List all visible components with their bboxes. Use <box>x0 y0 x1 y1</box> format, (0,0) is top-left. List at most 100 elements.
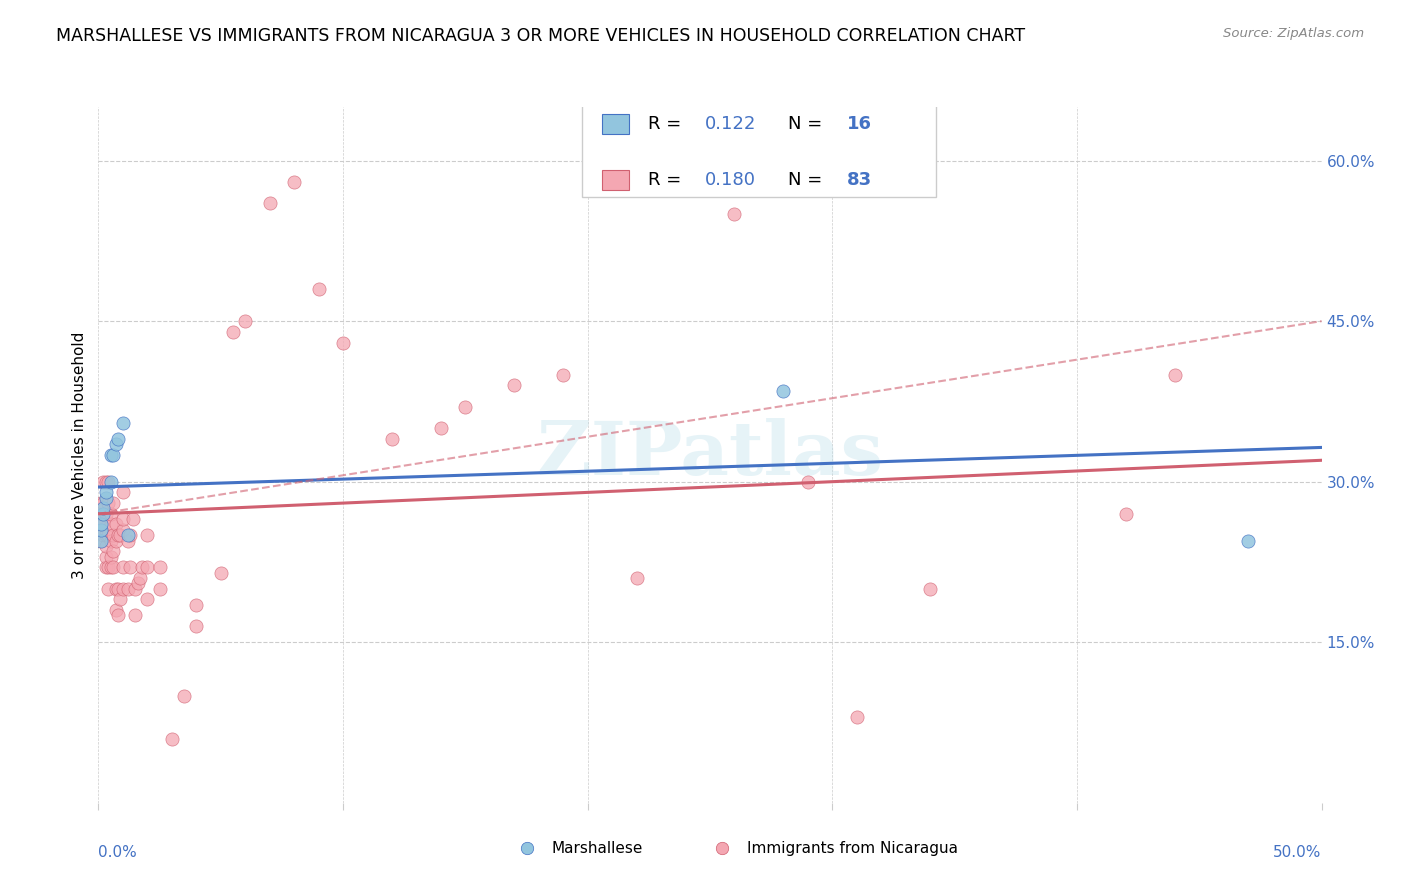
Point <box>1115 507 1137 521</box>
Point <box>94 475 117 489</box>
Point <box>90 517 112 532</box>
Point <box>124 608 146 623</box>
Point <box>149 560 172 574</box>
Text: 50.0%: 50.0% <box>1274 845 1322 860</box>
Point <box>107 528 129 542</box>
Point <box>91 517 114 532</box>
Text: R =: R = <box>648 170 686 189</box>
Point <box>454 400 477 414</box>
Point <box>97 582 120 596</box>
Point <box>90 517 112 532</box>
Point <box>117 582 139 596</box>
Point <box>845 710 868 724</box>
Point <box>94 491 117 505</box>
FancyBboxPatch shape <box>582 100 936 197</box>
Point <box>111 523 134 537</box>
Point <box>186 619 208 633</box>
Point <box>91 496 114 510</box>
Point <box>94 560 117 574</box>
Text: ZIPatlas: ZIPatlas <box>537 418 883 491</box>
Point <box>117 533 139 548</box>
Point <box>222 325 245 339</box>
Point <box>91 475 114 489</box>
Point <box>104 533 127 548</box>
Point <box>797 475 820 489</box>
Point <box>94 549 117 564</box>
Point <box>100 560 122 574</box>
Point <box>111 582 134 596</box>
Point <box>1334 865 1357 880</box>
Point <box>94 507 117 521</box>
Point <box>101 448 124 462</box>
Point <box>90 517 112 532</box>
Point <box>259 196 281 211</box>
Point <box>90 496 112 510</box>
Point <box>104 582 127 596</box>
Point <box>723 207 745 221</box>
Point <box>283 175 305 189</box>
FancyBboxPatch shape <box>602 169 630 190</box>
Point <box>91 501 114 516</box>
Point <box>111 560 134 574</box>
Point <box>90 523 112 537</box>
Point <box>124 582 146 596</box>
Point <box>94 485 117 500</box>
Point <box>136 592 159 607</box>
Point <box>104 517 127 532</box>
Text: 0.0%: 0.0% <box>98 845 138 860</box>
Point <box>107 432 129 446</box>
Point <box>101 528 124 542</box>
Point <box>97 560 120 574</box>
Point <box>136 528 159 542</box>
Point <box>90 533 112 548</box>
Point <box>772 384 794 398</box>
Point <box>209 566 232 580</box>
Point <box>97 475 120 489</box>
Point <box>127 576 149 591</box>
Text: Marshallese: Marshallese <box>551 840 643 855</box>
Point <box>117 528 139 542</box>
Point <box>149 582 172 596</box>
Point <box>94 528 117 542</box>
Point <box>120 528 142 542</box>
Point <box>553 368 575 382</box>
Text: 0.122: 0.122 <box>706 115 756 133</box>
Text: Immigrants from Nicaragua: Immigrants from Nicaragua <box>747 840 957 855</box>
Point <box>129 571 152 585</box>
Point <box>100 448 122 462</box>
Point <box>90 533 112 548</box>
Point <box>101 544 124 558</box>
Point <box>131 560 153 574</box>
Point <box>107 608 129 623</box>
FancyBboxPatch shape <box>602 114 630 134</box>
Point <box>136 560 159 574</box>
Text: R =: R = <box>648 115 686 133</box>
Point <box>160 731 183 746</box>
Text: 16: 16 <box>846 115 872 133</box>
Point <box>107 582 129 596</box>
Point <box>100 517 122 532</box>
Point <box>233 314 256 328</box>
Point <box>100 533 122 548</box>
Text: N =: N = <box>789 115 828 133</box>
Point <box>430 421 453 435</box>
Point <box>503 378 526 392</box>
Point <box>91 507 114 521</box>
Text: N =: N = <box>789 170 828 189</box>
Y-axis label: 3 or more Vehicles in Household: 3 or more Vehicles in Household <box>72 331 87 579</box>
Point <box>91 528 114 542</box>
Point <box>332 335 354 350</box>
Text: 83: 83 <box>846 170 872 189</box>
Point <box>100 507 122 521</box>
Point <box>97 496 120 510</box>
Point <box>943 865 966 880</box>
Point <box>101 496 124 510</box>
Text: Source: ZipAtlas.com: Source: ZipAtlas.com <box>1223 27 1364 40</box>
Point <box>104 437 127 451</box>
Text: 0.180: 0.180 <box>706 170 756 189</box>
Point <box>1237 533 1260 548</box>
Point <box>110 528 132 542</box>
Point <box>100 549 122 564</box>
Point <box>626 571 648 585</box>
Point <box>111 416 134 430</box>
